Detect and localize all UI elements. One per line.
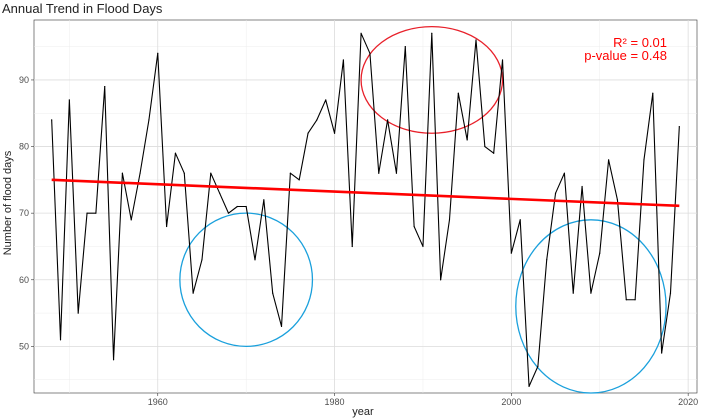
x-tick-label: 1980 bbox=[325, 397, 345, 407]
data-point bbox=[652, 92, 654, 94]
trend-line bbox=[51, 178, 680, 208]
data-point bbox=[572, 292, 574, 294]
data-point bbox=[174, 152, 177, 154]
data-point bbox=[590, 292, 592, 294]
y-axis-title: Number of flood days bbox=[2, 150, 14, 255]
data-point bbox=[554, 192, 557, 194]
data-point bbox=[422, 245, 424, 248]
data-point bbox=[112, 359, 115, 361]
data-point bbox=[77, 312, 79, 314]
data-point bbox=[634, 299, 636, 301]
data-point bbox=[289, 172, 291, 174]
data-point bbox=[581, 185, 583, 188]
r-squared-label: R² = 0.01 bbox=[613, 35, 667, 50]
data-point bbox=[678, 125, 680, 128]
data-point bbox=[537, 365, 539, 367]
data-point bbox=[475, 39, 477, 41]
data-point bbox=[86, 212, 88, 214]
data-point bbox=[404, 46, 406, 48]
data-point bbox=[307, 132, 309, 134]
data-point bbox=[661, 352, 663, 354]
data-point bbox=[333, 132, 336, 134]
data-point bbox=[272, 292, 274, 294]
data-point bbox=[431, 32, 433, 34]
data-point bbox=[387, 119, 389, 121]
x-axis-ticks: 1960 1980 2000 2020 bbox=[148, 393, 698, 407]
y-tick-label: 50 bbox=[19, 341, 29, 351]
data-point bbox=[130, 219, 132, 221]
data-point bbox=[166, 225, 168, 228]
data-point bbox=[599, 252, 601, 254]
data-point bbox=[501, 59, 504, 61]
flood-days-points bbox=[51, 32, 680, 387]
y-tick-label: 60 bbox=[19, 275, 29, 285]
data-point bbox=[342, 59, 344, 61]
data-point bbox=[378, 172, 380, 174]
data-point bbox=[325, 99, 327, 101]
data-point bbox=[466, 139, 468, 141]
data-point bbox=[201, 259, 203, 261]
data-point bbox=[254, 259, 256, 261]
data-point bbox=[210, 172, 212, 174]
data-point bbox=[316, 119, 318, 121]
data-point bbox=[625, 299, 627, 301]
y-tick-label: 70 bbox=[19, 208, 29, 218]
minor-gridlines bbox=[34, 20, 697, 393]
data-point bbox=[157, 52, 159, 54]
data-point bbox=[493, 152, 495, 154]
data-point bbox=[68, 99, 70, 101]
data-point bbox=[121, 172, 123, 174]
data-point bbox=[616, 199, 619, 201]
x-axis-title: year bbox=[352, 406, 374, 418]
data-point bbox=[280, 325, 283, 327]
data-point bbox=[298, 179, 300, 181]
data-point bbox=[148, 119, 150, 121]
data-point bbox=[192, 292, 194, 294]
y-tick-label: 80 bbox=[19, 142, 29, 152]
y-tick-label: 90 bbox=[19, 75, 29, 85]
x-tick-label: 2000 bbox=[501, 397, 521, 407]
data-point bbox=[608, 159, 610, 161]
data-point bbox=[369, 52, 371, 54]
chart-title: Annual Trend in Flood Days bbox=[2, 1, 163, 16]
y-axis-ticks: 50 60 70 80 90 bbox=[19, 75, 34, 351]
data-point bbox=[563, 172, 566, 174]
data-point bbox=[519, 219, 521, 221]
annotation-circle bbox=[515, 219, 667, 394]
data-point bbox=[528, 385, 530, 387]
plot-area: R² = 0.01 p-value = 0.48 bbox=[33, 19, 698, 394]
annotation-circle bbox=[360, 26, 504, 134]
data-point bbox=[457, 92, 459, 94]
p-value-label: p-value = 0.48 bbox=[584, 48, 667, 63]
data-point bbox=[236, 205, 238, 208]
data-point bbox=[669, 292, 672, 294]
flood-days-series-line bbox=[51, 32, 680, 387]
data-point bbox=[139, 172, 141, 174]
data-point bbox=[484, 145, 486, 148]
data-point bbox=[546, 259, 548, 261]
data-point bbox=[510, 252, 512, 254]
data-point bbox=[227, 212, 230, 214]
plot-panel bbox=[33, 19, 698, 394]
annotation-circles bbox=[179, 26, 667, 394]
data-point bbox=[643, 159, 645, 161]
data-point bbox=[413, 225, 415, 228]
x-tick-label: 1960 bbox=[148, 397, 168, 407]
data-point bbox=[245, 205, 247, 208]
data-point bbox=[51, 119, 53, 121]
data-point bbox=[448, 219, 451, 221]
data-point bbox=[263, 199, 265, 201]
annotation-circle bbox=[179, 212, 314, 348]
x-tick-label: 2020 bbox=[678, 397, 698, 407]
data-point bbox=[104, 86, 106, 88]
data-point bbox=[395, 172, 398, 174]
data-point bbox=[219, 192, 221, 194]
data-point bbox=[360, 32, 362, 34]
data-point bbox=[183, 172, 185, 174]
data-point bbox=[440, 279, 442, 281]
data-point bbox=[59, 339, 62, 341]
data-point bbox=[95, 212, 97, 214]
data-point bbox=[351, 245, 353, 248]
